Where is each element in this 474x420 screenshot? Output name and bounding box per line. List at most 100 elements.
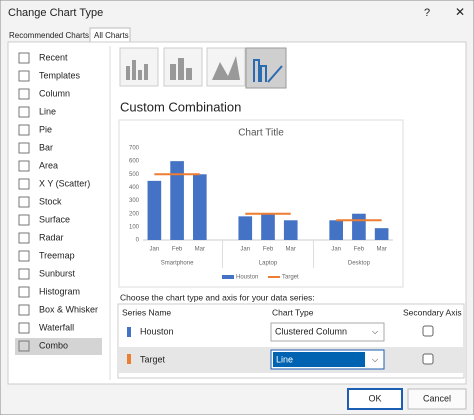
group-label: Smartphone bbox=[161, 261, 194, 267]
tab[interactable]: Recommended Charts bbox=[9, 31, 89, 40]
chart-type-item[interactable]: Line bbox=[39, 106, 56, 116]
chart-type-item[interactable]: Templates bbox=[39, 70, 81, 80]
legend-swatch bbox=[222, 275, 234, 279]
chart-type-item[interactable]: Treemap bbox=[39, 250, 75, 260]
dropdown-value: Line bbox=[276, 354, 293, 364]
chart-type-item[interactable]: Combo bbox=[39, 340, 68, 350]
bar bbox=[283, 220, 298, 240]
chart-preview bbox=[118, 119, 404, 288]
dropdown-value: Clustered Column bbox=[275, 326, 347, 336]
chart-type-item[interactable]: Recent bbox=[39, 52, 68, 62]
list-icon bbox=[18, 178, 30, 190]
icon-glyph bbox=[126, 56, 240, 80]
x-tick-label: Feb bbox=[263, 247, 274, 253]
x-tick-label: Feb bbox=[354, 247, 365, 253]
group-label: Desktop bbox=[348, 261, 371, 267]
bar bbox=[352, 213, 366, 240]
list-icon bbox=[18, 142, 30, 154]
chart-type-item[interactable]: Bar bbox=[39, 142, 53, 152]
list-icon bbox=[18, 232, 30, 244]
bar bbox=[147, 180, 162, 240]
legend-label: Target bbox=[282, 275, 299, 281]
list-icon bbox=[18, 322, 30, 334]
list-icon bbox=[18, 286, 30, 298]
y-tick-label: 0 bbox=[136, 238, 140, 244]
button-label: OK bbox=[368, 393, 381, 403]
close-button[interactable]: ✕ bbox=[455, 5, 465, 19]
list-icon bbox=[18, 268, 30, 280]
list-icon bbox=[18, 340, 30, 352]
dropdown[interactable] bbox=[270, 322, 385, 342]
bar bbox=[193, 174, 207, 240]
table-header: Chart Type bbox=[272, 307, 314, 317]
help-button[interactable]: ? bbox=[424, 7, 430, 19]
dropdown-arrow: ⌵ bbox=[372, 327, 378, 336]
x-tick-label: Mar bbox=[376, 247, 386, 253]
icon[interactable] bbox=[119, 47, 159, 87]
chart-type-item[interactable]: Radar bbox=[39, 232, 64, 242]
list-icon bbox=[18, 214, 30, 226]
legend-label: Houston bbox=[236, 275, 258, 281]
checkbox[interactable] bbox=[422, 325, 434, 337]
y-tick-label: 700 bbox=[129, 146, 140, 152]
y-tick-label: 600 bbox=[129, 159, 140, 165]
y-tick-label: 400 bbox=[129, 185, 140, 191]
chart-type-item[interactable]: Waterfall bbox=[39, 322, 74, 332]
x-tick-label: Mar bbox=[195, 247, 205, 253]
y-tick-label: 200 bbox=[129, 211, 140, 217]
series-swatch bbox=[127, 327, 131, 337]
list-icon bbox=[18, 196, 30, 208]
bar bbox=[329, 220, 343, 240]
x-tick-label: Jan bbox=[331, 247, 341, 253]
chart-type-item[interactable]: Surface bbox=[39, 214, 70, 224]
y-tick-label: 100 bbox=[129, 224, 140, 230]
bar bbox=[261, 213, 275, 240]
line bbox=[154, 173, 382, 222]
icon-glyph bbox=[253, 59, 283, 83]
dropdown-highlight bbox=[273, 352, 365, 367]
group-label: Laptop bbox=[259, 261, 278, 267]
y-tick-label: 500 bbox=[129, 172, 140, 178]
table-header: Series Name bbox=[122, 307, 171, 317]
list-icon bbox=[18, 124, 30, 136]
series-swatch bbox=[127, 354, 131, 364]
dropdown-arrow: ⌵ bbox=[372, 355, 378, 364]
x-tick-label: Mar bbox=[286, 247, 296, 253]
bar bbox=[170, 161, 184, 240]
list-selected bbox=[15, 338, 102, 355]
type-icons bbox=[119, 47, 287, 89]
bar bbox=[374, 228, 389, 240]
chart-type-item[interactable]: Histogram bbox=[39, 286, 80, 296]
chart-type-item[interactable]: Stock bbox=[39, 196, 62, 206]
button-label: Cancel bbox=[423, 393, 451, 403]
x-tick-label: Feb bbox=[172, 247, 183, 253]
x-tick-label: Jan bbox=[150, 247, 160, 253]
chart-type-item[interactable]: Area bbox=[39, 160, 58, 170]
list-icon bbox=[18, 250, 30, 262]
section-title: Custom Combination bbox=[120, 99, 241, 114]
checkbox[interactable] bbox=[422, 353, 434, 365]
chart-type-item[interactable]: Column bbox=[39, 88, 70, 98]
list-icon bbox=[18, 304, 30, 316]
list-icon bbox=[18, 70, 30, 82]
list-icon bbox=[18, 160, 30, 172]
list-icon bbox=[18, 52, 30, 64]
list-icon bbox=[18, 88, 30, 100]
chart-type-item[interactable]: Box & Whisker bbox=[39, 304, 98, 314]
series-name: Target bbox=[140, 354, 166, 364]
tab[interactable]: All Charts bbox=[94, 31, 129, 40]
chart-type-item[interactable]: Sunburst bbox=[39, 268, 76, 278]
cancel-button[interactable] bbox=[407, 388, 467, 410]
chart-type-item[interactable]: Pie bbox=[39, 124, 52, 134]
chart-type-item[interactable]: X Y (Scatter) bbox=[39, 178, 90, 188]
list-icon bbox=[18, 106, 30, 118]
icon[interactable] bbox=[206, 47, 246, 87]
series-prompt: Choose the chart type and axis for your … bbox=[120, 292, 315, 302]
y-tick-label: 300 bbox=[129, 198, 140, 204]
series-name: Houston bbox=[140, 326, 174, 336]
x-tick-label: Jan bbox=[240, 247, 250, 253]
chart-title: Chart Title bbox=[238, 128, 284, 139]
table-header: Secondary Axis bbox=[403, 307, 462, 317]
ok-button[interactable] bbox=[347, 388, 403, 410]
